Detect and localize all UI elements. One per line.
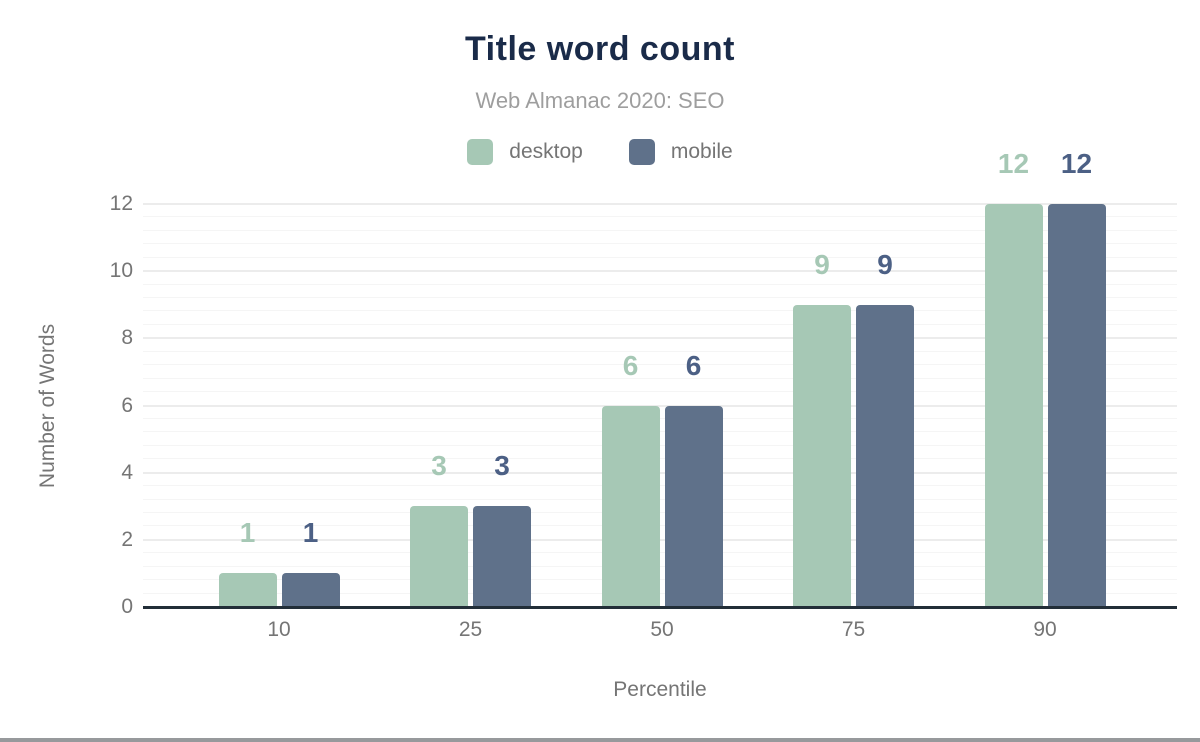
bar-desktop-p10 <box>218 573 277 607</box>
major-gridline <box>143 471 1177 474</box>
y-tick-label: 2 <box>121 527 133 551</box>
minor-gridline <box>143 364 1177 366</box>
minor-gridline <box>143 444 1177 446</box>
x-tick-label: 75 <box>841 618 866 641</box>
y-tick-label: 12 <box>109 192 133 215</box>
bar-desktop-p25 <box>410 506 468 607</box>
minor-gridline <box>143 458 1177 460</box>
data-label-mobile-p25: 3 <box>494 450 510 482</box>
data-label-mobile-p10: 1 <box>302 517 319 549</box>
minor-gridline <box>143 525 1177 527</box>
data-label-mobile-p75: 9 <box>877 248 893 280</box>
data-label-mobile-p50: 6 <box>685 349 702 381</box>
major-gridline <box>143 270 1177 273</box>
legend-label: mobile <box>670 140 733 163</box>
bar-desktop-p75 <box>793 304 851 607</box>
bar-mobile-p90 <box>1047 204 1106 607</box>
legend-swatch-mobile <box>628 139 655 165</box>
y-axis-title: Number of Words <box>36 323 59 489</box>
bar-mobile-p50 <box>664 405 723 607</box>
plot-area: 1 1 3 3 6 6 9 9 12 12 <box>143 150 1177 609</box>
minor-gridline <box>143 229 1177 231</box>
minor-gridline <box>143 498 1177 500</box>
x-axis-title: Percentile <box>613 678 707 701</box>
bar-mobile-p75 <box>856 304 914 607</box>
x-tick-label: 10 <box>267 618 291 641</box>
minor-gridline <box>143 243 1177 245</box>
minor-gridline <box>143 391 1177 393</box>
minor-gridline <box>143 565 1177 567</box>
data-label-desktop-p10: 1 <box>239 517 256 549</box>
major-gridline <box>143 538 1177 541</box>
minor-gridline <box>143 485 1177 487</box>
minor-gridline <box>143 431 1177 433</box>
minor-gridline <box>143 552 1177 554</box>
legend-item-mobile: mobile <box>628 139 733 165</box>
minor-gridline <box>143 283 1177 285</box>
bar-desktop-p90 <box>984 204 1043 607</box>
y-tick-label: 8 <box>121 326 133 350</box>
data-label-mobile-p90: 12 <box>1060 148 1093 179</box>
bar-mobile-p25 <box>473 506 531 607</box>
data-label-desktop-p50: 6 <box>622 349 639 381</box>
minor-gridline <box>143 350 1177 352</box>
x-tick-label: 25 <box>458 618 483 641</box>
chart-subtitle: Web Almanac 2020: SEO <box>475 88 725 113</box>
data-label-desktop-p75: 9 <box>814 248 830 280</box>
data-label-desktop-p90: 12 <box>997 148 1030 179</box>
chart-title: Title word count <box>465 30 735 68</box>
minor-gridline <box>143 592 1177 594</box>
minor-gridline <box>143 579 1177 581</box>
minor-gridline <box>143 417 1177 419</box>
x-tick-label: 90 <box>1033 618 1057 641</box>
minor-gridline <box>143 310 1177 312</box>
page-bottom-divider <box>0 738 1200 742</box>
minor-gridline <box>143 297 1177 299</box>
major-gridline <box>143 337 1177 340</box>
legend-swatch-desktop <box>467 139 494 165</box>
minor-gridline <box>143 377 1177 379</box>
x-axis-line <box>143 606 1177 609</box>
legend-item-desktop: desktop <box>467 139 583 165</box>
bar-desktop-p50 <box>601 405 660 607</box>
x-tick-label: 50 <box>650 618 674 641</box>
minor-gridline <box>143 256 1177 258</box>
major-gridline <box>143 404 1177 407</box>
major-gridline <box>143 203 1177 205</box>
minor-gridline <box>143 216 1177 218</box>
y-tick-label: 6 <box>121 393 133 417</box>
legend-label: desktop <box>509 140 583 163</box>
bar-mobile-p10 <box>281 573 340 607</box>
y-tick-label: 0 <box>121 595 133 618</box>
minor-gridline <box>143 323 1177 325</box>
y-tick-label: 10 <box>109 259 133 283</box>
minor-gridline <box>143 511 1177 513</box>
legend: desktop mobile <box>0 139 1200 165</box>
data-label-desktop-p25: 3 <box>431 450 447 482</box>
y-tick-label: 4 <box>121 460 133 484</box>
